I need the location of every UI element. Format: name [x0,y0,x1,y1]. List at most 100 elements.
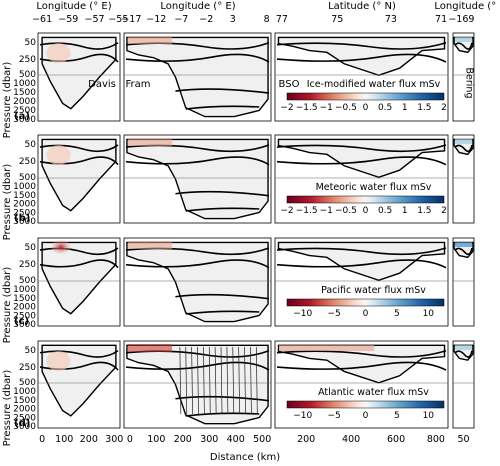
colorbar-tick-label: 5 [394,411,400,421]
bottom-tick-label: 300 [105,434,123,445]
colorbar-tick-label: −0.5 [335,206,357,216]
y-tick-label: 2000 [13,200,36,210]
panel-letter: (c) [14,316,29,327]
y-tick-label: 2500 [13,208,36,218]
colorbar-tick-label: −2 [280,103,293,113]
y-tick-label: 500 [19,70,36,80]
y-tick-label: 3000 [13,422,36,432]
bottom-tick-label: 0 [127,434,133,445]
flux-shading [46,43,71,63]
y-tick-label: 3000 [13,115,36,125]
colorbar-tick-label: −5 [327,411,340,421]
panel-letter: (a) [14,111,30,122]
flux-shading [128,138,173,146]
water-mass-boundary [185,105,260,110]
y-tick-label: 2000 [13,303,36,313]
flux-contour [244,346,246,415]
flux-shading [279,345,375,351]
top-axes: Longitude (° E) −61 −59 −57 −55 Longitude (° … [32,1,500,25]
colorbar-tick-label: −1.5 [296,103,318,113]
flux-shading [455,139,472,144]
flux-shading [46,351,71,371]
water-mass-boundary [185,412,260,417]
y-tick-label: 1500 [13,88,36,98]
top-tick-label: −12 [146,14,166,25]
water-mass-boundary [454,350,473,358]
colorbar-tick-label: 0 [363,309,369,319]
flux-contour [185,346,188,415]
bottom-tick-label: 50 [457,434,469,445]
section-panel [123,237,272,327]
top-tick-label: 71 [435,14,447,25]
y-tick-label: 250 [19,55,36,65]
top-tick-label: 75 [331,14,343,25]
y-tick-label: 500 [19,173,36,183]
flux-shading [455,37,472,42]
colorbar-tick-label: 10 [423,309,435,319]
top-axis-title: Latitude (° N) [328,1,396,12]
y-axis-label: Pressure (dbar) [2,370,13,447]
y-tick-label: 3000 [13,320,36,330]
colorbar-tick-label: 2 [441,103,447,113]
panel-letter: (d) [14,418,30,429]
y-tick-label: 2500 [13,413,36,423]
panel-frame [452,134,475,224]
bottom-tick-label: 100 [147,434,165,445]
top-tick-label: −7 [174,14,188,25]
section-outline [277,344,446,384]
section-panel [37,134,121,224]
water-mass-boundary [276,144,447,153]
flux-contour [214,346,217,415]
bottom-tick-label: 500 [253,434,271,445]
y-tick-label: 3000 [13,217,36,227]
y-tick-label: 50 [25,346,37,356]
bottom-tick-label: 800 [427,434,445,445]
top-tick-label: −55 [108,14,128,25]
colorbar-gradient [286,298,445,307]
top-tick-label: −2 [199,14,213,25]
flux-contour [197,346,199,415]
y-tick-label: 2500 [13,311,36,321]
colorbar: Pacific water flux mSv −10 −5 0 5 10 [286,285,445,319]
section-outline [126,36,269,118]
y-tick-label: 1500 [13,294,36,304]
bottom-tick-label: 600 [387,434,405,445]
water-mass-boundary [454,144,473,153]
colorbar-tick-label: 0.5 [378,103,392,113]
section-panel: Fram [123,32,272,122]
top-tick-label: −169 [448,14,474,25]
colorbar: Atlantic water flux mSv −10 −5 0 5 10 [286,387,445,421]
y-tick-label: 250 [19,260,36,270]
water-mass-boundary [276,53,447,63]
section-panel [123,134,272,224]
x-axis-label: Distance (km) [210,452,280,463]
bottom-tick-label: 200 [80,434,98,445]
section-panel [274,237,449,327]
water-mass-boundary [175,395,270,402]
top-tick-label: 73 [385,14,397,25]
colorbar-tick-label: 5 [394,309,400,319]
panels: Davis Fram BSO Bering (a) Ice-modified water … [14,32,475,429]
water-mass-boundary [125,361,270,371]
panel-frame [452,340,475,429]
colorbar-gradient [286,195,445,204]
flux-shading [455,242,472,247]
colorbar-tick-label: −10 [293,411,312,421]
y-tick-label: 2500 [13,106,36,116]
colorbar-tick-label: 0 [363,103,369,113]
colorbar-tick-label: 1.5 [417,103,431,113]
panel-frame [452,32,475,122]
colorbar-tick-label: 1 [402,206,408,216]
section-panel: Bering [452,32,475,122]
colorbar: Meteoric water flux mSv −2 −1.5 −1 −0.5 0 0.5 1… [280,182,447,216]
flux-contour [203,346,205,415]
y-tick-label: 500 [19,378,36,388]
top-tick-label: 77 [276,14,288,25]
water-mass-boundary [175,190,270,197]
section-panel [274,340,449,429]
water-mass-boundary [185,207,260,212]
water-mass-boundary [276,259,447,269]
colorbar-tick-label: 0.5 [378,206,392,216]
panel-frame [452,237,475,327]
